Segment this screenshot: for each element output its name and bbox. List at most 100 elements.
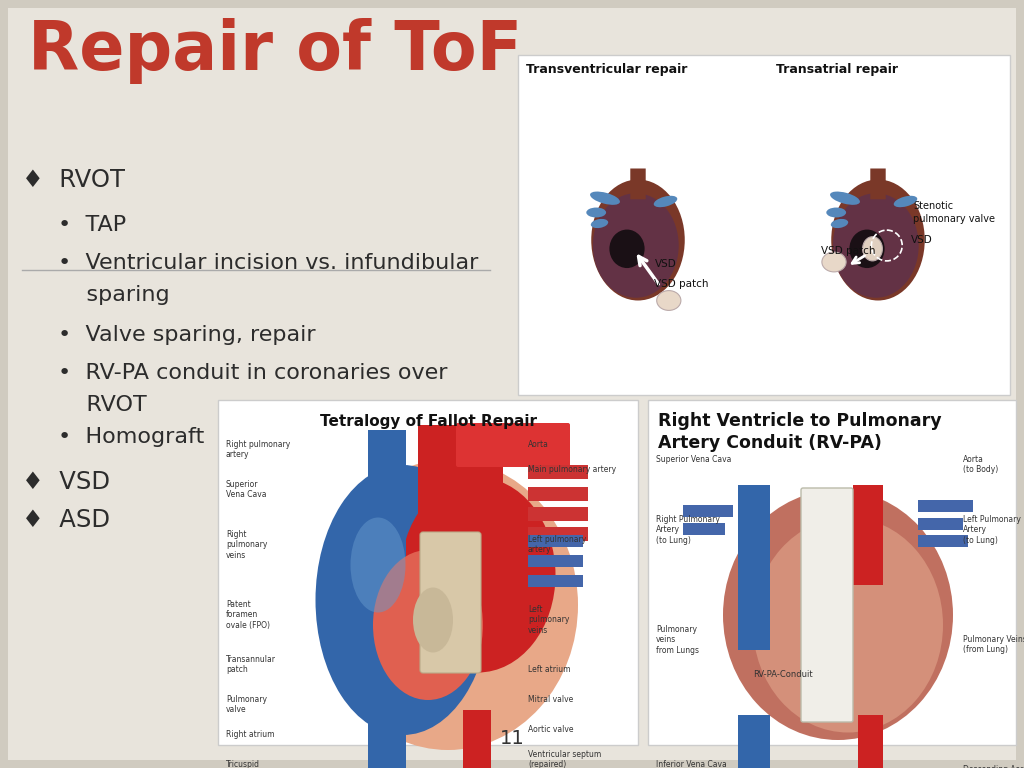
FancyBboxPatch shape (463, 710, 490, 768)
Text: Repair of ToF: Repair of ToF (28, 18, 522, 84)
Ellipse shape (862, 237, 883, 261)
Text: Right
pulmonary
veins: Right pulmonary veins (226, 530, 267, 560)
Text: Pulmonary
veins
from Lungs: Pulmonary veins from Lungs (656, 625, 699, 655)
Text: Right Ventricle to Pulmonary
Artery Conduit (RV-PA): Right Ventricle to Pulmonary Artery Cond… (658, 412, 942, 452)
Ellipse shape (591, 180, 685, 300)
Text: VSD patch: VSD patch (654, 279, 709, 289)
FancyBboxPatch shape (456, 423, 570, 467)
FancyBboxPatch shape (528, 487, 588, 501)
Ellipse shape (822, 252, 846, 272)
Text: Left atrium: Left atrium (528, 665, 570, 674)
Text: ♦  RVOT: ♦ RVOT (22, 168, 125, 192)
Ellipse shape (833, 194, 919, 298)
FancyBboxPatch shape (683, 523, 725, 535)
Text: Right Pulmonary
Artery
(to Lung): Right Pulmonary Artery (to Lung) (656, 515, 720, 545)
Text: Main pulmonary artery: Main pulmonary artery (528, 465, 616, 474)
FancyBboxPatch shape (528, 527, 588, 541)
Ellipse shape (830, 219, 848, 228)
Text: RV-PA-Conduit: RV-PA-Conduit (753, 670, 813, 679)
Text: Superior Vena Cava: Superior Vena Cava (656, 455, 731, 464)
FancyBboxPatch shape (218, 400, 638, 745)
Ellipse shape (826, 207, 846, 217)
Text: Mitral valve: Mitral valve (528, 695, 573, 704)
Text: Pulmonary Veins
(from Lung): Pulmonary Veins (from Lung) (963, 635, 1024, 654)
Ellipse shape (653, 196, 677, 207)
Ellipse shape (315, 465, 490, 735)
Text: Transventricular repair: Transventricular repair (526, 63, 687, 76)
FancyBboxPatch shape (420, 532, 481, 673)
FancyBboxPatch shape (918, 500, 973, 512)
Text: •  Homograft: • Homograft (58, 427, 204, 447)
FancyBboxPatch shape (8, 8, 1016, 760)
Ellipse shape (609, 230, 644, 268)
Text: •  RV-PA conduit in coronaries over: • RV-PA conduit in coronaries over (58, 363, 447, 383)
Text: Inferior Vena Cava: Inferior Vena Cava (656, 760, 727, 768)
Text: Descending Aorta
(to Body): Descending Aorta (to Body) (963, 765, 1024, 768)
FancyBboxPatch shape (918, 535, 968, 547)
FancyBboxPatch shape (528, 507, 588, 521)
Text: •  TAP: • TAP (58, 215, 126, 235)
Ellipse shape (593, 194, 679, 298)
FancyBboxPatch shape (528, 575, 583, 587)
FancyBboxPatch shape (528, 535, 583, 547)
FancyBboxPatch shape (683, 505, 733, 517)
Text: VSD: VSD (911, 235, 933, 245)
Text: Superior
Vena Cava: Superior Vena Cava (226, 480, 266, 499)
Text: Right pulmonary
artery: Right pulmonary artery (226, 440, 290, 459)
FancyBboxPatch shape (858, 715, 883, 768)
Text: Left pulmonary
artery: Left pulmonary artery (528, 535, 587, 554)
FancyBboxPatch shape (528, 555, 583, 567)
Ellipse shape (318, 460, 578, 750)
Ellipse shape (400, 478, 555, 673)
Text: ♦  VSD: ♦ VSD (22, 470, 110, 494)
Text: Left
pulmonary
veins: Left pulmonary veins (528, 605, 569, 635)
FancyBboxPatch shape (458, 425, 503, 545)
Ellipse shape (723, 490, 953, 740)
FancyBboxPatch shape (918, 518, 963, 530)
Text: Aorta: Aorta (528, 440, 549, 449)
Text: VSD patch: VSD patch (821, 246, 876, 256)
Text: 11: 11 (500, 729, 524, 748)
Text: Tetralogy of Fallot Repair: Tetralogy of Fallot Repair (319, 414, 537, 429)
FancyBboxPatch shape (418, 425, 468, 525)
Text: ♦  ASD: ♦ ASD (22, 508, 110, 532)
Ellipse shape (350, 518, 406, 613)
Text: Right atrium: Right atrium (226, 730, 274, 739)
Text: Aortic valve: Aortic valve (528, 725, 573, 734)
FancyBboxPatch shape (648, 400, 1016, 745)
Ellipse shape (753, 518, 943, 733)
Ellipse shape (590, 191, 620, 205)
Ellipse shape (373, 550, 483, 700)
FancyBboxPatch shape (853, 485, 883, 585)
Text: Ventricular septum
(repaired): Ventricular septum (repaired) (528, 750, 601, 768)
Text: VSD: VSD (654, 260, 676, 270)
Ellipse shape (849, 230, 885, 268)
FancyBboxPatch shape (631, 168, 646, 200)
Ellipse shape (830, 191, 860, 205)
Text: •  Ventricular incision vs. infundibular: • Ventricular incision vs. infundibular (58, 253, 478, 273)
Text: Aorta
(to Body): Aorta (to Body) (963, 455, 998, 475)
Ellipse shape (894, 196, 918, 207)
Ellipse shape (587, 207, 606, 217)
Ellipse shape (591, 219, 608, 228)
FancyBboxPatch shape (738, 715, 770, 768)
FancyBboxPatch shape (518, 55, 1010, 395)
Text: Left Pulmonary
Artery
(to Lung): Left Pulmonary Artery (to Lung) (963, 515, 1021, 545)
Text: •  Valve sparing, repair: • Valve sparing, repair (58, 325, 315, 345)
FancyBboxPatch shape (801, 488, 853, 722)
FancyBboxPatch shape (368, 715, 406, 768)
Text: Pulmonary
valve: Pulmonary valve (226, 695, 267, 714)
Text: sparing: sparing (58, 285, 170, 305)
Ellipse shape (656, 290, 681, 310)
Ellipse shape (831, 180, 925, 300)
Ellipse shape (413, 588, 453, 653)
FancyBboxPatch shape (738, 485, 770, 650)
Text: Patent
foramen
ovale (FPO): Patent foramen ovale (FPO) (226, 600, 270, 630)
FancyBboxPatch shape (368, 430, 406, 585)
Text: Transannular
patch: Transannular patch (226, 655, 276, 674)
Text: Stenotic
pulmonary valve: Stenotic pulmonary valve (913, 201, 995, 223)
Text: RVOT: RVOT (58, 395, 146, 415)
Text: Tricuspid
valve: Tricuspid valve (226, 760, 260, 768)
FancyBboxPatch shape (870, 168, 886, 200)
Text: Transatrial repair: Transatrial repair (776, 63, 898, 76)
